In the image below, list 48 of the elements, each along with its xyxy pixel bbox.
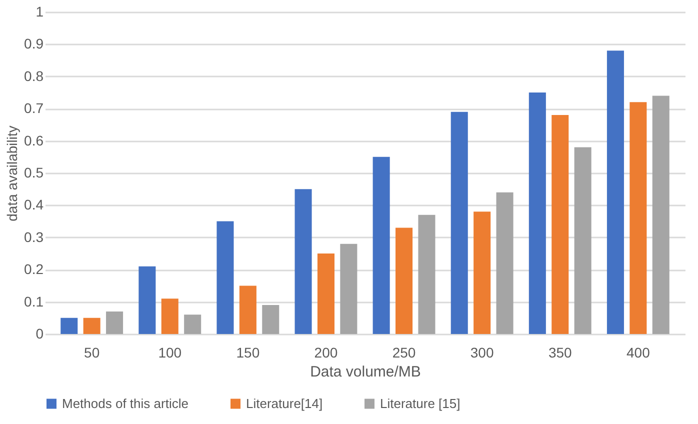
bar — [418, 214, 436, 334]
bar — [652, 96, 670, 334]
x-tick-label: 300 — [470, 344, 494, 360]
x-tick-label: 250 — [392, 344, 416, 360]
bar — [294, 189, 312, 334]
y-tick-label: 0.4 — [24, 196, 44, 213]
y-tick-label: 0 — [36, 326, 44, 342]
x-tick-label: 200 — [314, 344, 338, 360]
bar — [60, 318, 78, 334]
bar — [496, 192, 514, 334]
bar — [474, 212, 491, 334]
y-tick-label: 1 — [36, 4, 44, 20]
y-tick-label: 0.3 — [24, 228, 44, 245]
legend-label: Methods of this article — [62, 396, 188, 411]
bar — [528, 92, 546, 334]
bar — [396, 228, 413, 334]
y-tick-label: 0.9 — [24, 36, 44, 52]
bar — [184, 314, 202, 334]
bar — [340, 244, 358, 334]
bar — [552, 115, 569, 334]
x-tick-label: 100 — [158, 344, 182, 360]
y-tick-label: 0.8 — [24, 68, 44, 84]
x-tick-label: 350 — [548, 344, 572, 360]
bar — [317, 254, 334, 334]
bar — [606, 50, 624, 334]
y-tick-label: 0.1 — [24, 293, 44, 310]
bar — [161, 298, 178, 334]
bar — [630, 102, 647, 334]
y-tick-label: 0.2 — [24, 261, 44, 278]
bar — [372, 156, 390, 334]
y-axis-title: data availability — [4, 126, 20, 222]
legend-label: Literature [15] — [380, 396, 460, 411]
bar — [106, 311, 124, 334]
x-axis-title: Data volume/MB — [310, 364, 421, 380]
x-tick-label: 150 — [236, 344, 260, 360]
bar — [138, 266, 156, 334]
y-tick-label: 0.7 — [24, 100, 44, 116]
bar — [83, 318, 100, 334]
y-tick-label: 0.6 — [24, 132, 44, 148]
x-tick-label: 50 — [84, 344, 100, 360]
y-tick-label: 0.5 — [24, 164, 44, 180]
bar — [262, 305, 280, 334]
x-tick-label: 400 — [626, 344, 650, 360]
bar — [216, 221, 234, 334]
bar — [574, 147, 592, 334]
bar — [450, 112, 468, 334]
bar — [239, 286, 256, 334]
legend-label: Literature[14] — [246, 396, 323, 411]
